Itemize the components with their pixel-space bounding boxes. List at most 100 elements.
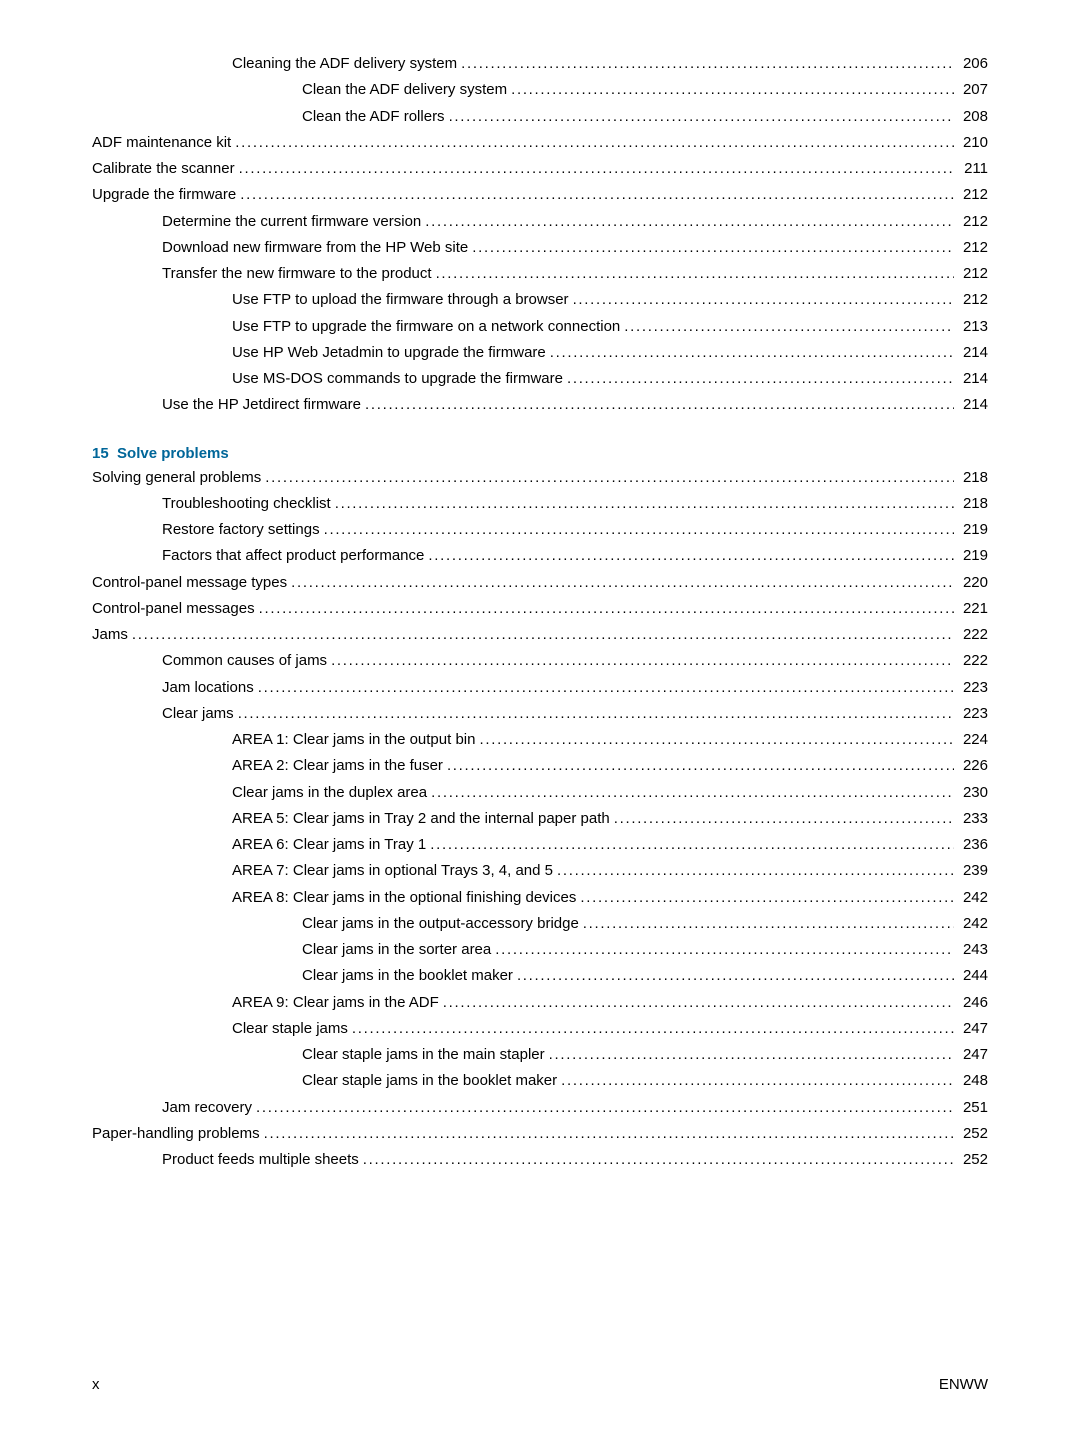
toc-entry: Clean the ADF delivery system 207 <box>92 78 988 101</box>
toc-entry-page: 247 <box>954 1017 988 1040</box>
toc-entry: Restore factory settings 219 <box>92 518 988 541</box>
toc-entry: Paper-handling problems 252 <box>92 1122 988 1145</box>
toc-entry-page: 223 <box>954 676 988 699</box>
toc-entry-label: ADF maintenance kit <box>92 131 231 154</box>
toc-entry-label: Common causes of jams <box>162 649 327 672</box>
toc-entry-label: Clear jams in the booklet maker <box>302 964 513 987</box>
toc-entry-label: AREA 7: Clear jams in optional Trays 3, … <box>232 859 553 882</box>
toc-entry: Common causes of jams 222 <box>92 649 988 672</box>
toc-entry: Use HP Web Jetadmin to upgrade the firmw… <box>92 341 988 364</box>
toc-entry: Jams 222 <box>92 623 988 646</box>
toc-leader <box>426 833 954 856</box>
toc-entry: Control-panel messages 221 <box>92 597 988 620</box>
toc-entry-label: Use FTP to upgrade the firmware on a net… <box>232 315 620 338</box>
toc-leader <box>443 754 954 777</box>
toc-leader <box>507 78 954 101</box>
toc-leader <box>327 649 954 672</box>
toc-entry-page: 233 <box>954 807 988 830</box>
toc-entry-label: AREA 1: Clear jams in the output bin <box>232 728 475 751</box>
toc-leader <box>439 991 954 1014</box>
toc-entry-label: Jams <box>92 623 128 646</box>
toc-leader <box>235 157 954 180</box>
toc-entry-page: 251 <box>954 1096 988 1119</box>
toc-leader <box>546 341 954 364</box>
toc-entry-page: 221 <box>954 597 988 620</box>
toc-entry-page: 243 <box>954 938 988 961</box>
toc-section-top: Cleaning the ADF delivery system 206Clea… <box>92 52 988 417</box>
toc-entry-label: Use FTP to upload the firmware through a… <box>232 288 569 311</box>
toc-entry: Calibrate the scanner 211 <box>92 157 988 180</box>
toc-entry-page: 239 <box>954 859 988 882</box>
toc-entry: Product feeds multiple sheets 252 <box>92 1148 988 1171</box>
toc-entry: AREA 2: Clear jams in the fuser 226 <box>92 754 988 777</box>
toc-entry-label: Clean the ADF delivery system <box>302 78 507 101</box>
toc-entry-page: 218 <box>954 492 988 515</box>
toc-entry-page: 224 <box>954 728 988 751</box>
toc-entry-page: 212 <box>954 210 988 233</box>
toc-leader <box>491 938 954 961</box>
toc-entry-page: 230 <box>954 781 988 804</box>
toc-entry: AREA 8: Clear jams in the optional finis… <box>92 886 988 909</box>
toc-leader <box>432 262 954 285</box>
toc-entry-page: 242 <box>954 886 988 909</box>
toc-leader <box>445 105 954 128</box>
toc-entry: Transfer the new firmware to the product… <box>92 262 988 285</box>
toc-entry: AREA 7: Clear jams in optional Trays 3, … <box>92 859 988 882</box>
toc-entry: Clear jams 223 <box>92 702 988 725</box>
toc-leader <box>427 781 954 804</box>
toc-entry: Troubleshooting checklist 218 <box>92 492 988 515</box>
toc-entry: Jam locations 223 <box>92 676 988 699</box>
toc-entry-label: Determine the current firmware version <box>162 210 421 233</box>
toc-entry: Use the HP Jetdirect firmware 214 <box>92 393 988 416</box>
toc-leader <box>579 912 954 935</box>
toc-entry: Use FTP to upgrade the firmware on a net… <box>92 315 988 338</box>
toc-entry-label: Jam locations <box>162 676 254 699</box>
toc-section-bottom: Solving general problems 218Troubleshoot… <box>92 466 988 1172</box>
chapter-heading: 15 Solve problems <box>92 445 988 462</box>
toc-entry-page: 220 <box>954 571 988 594</box>
toc-entry: Solving general problems 218 <box>92 466 988 489</box>
toc-entry-label: Jam recovery <box>162 1096 252 1119</box>
toc-leader <box>331 492 954 515</box>
toc-entry: Use MS-DOS commands to upgrade the firmw… <box>92 367 988 390</box>
toc-entry-page: 246 <box>954 991 988 1014</box>
toc-entry: Factors that affect product performance … <box>92 544 988 567</box>
toc-entry: Jam recovery 251 <box>92 1096 988 1119</box>
toc-leader <box>545 1043 954 1066</box>
toc-leader <box>457 52 954 75</box>
toc-entry-page: 208 <box>954 105 988 128</box>
toc-entry-page: 214 <box>954 341 988 364</box>
toc-entry-page: 219 <box>954 544 988 567</box>
toc-leader <box>359 1148 954 1171</box>
toc-entry-label: Product feeds multiple sheets <box>162 1148 359 1171</box>
toc-leader <box>424 544 954 567</box>
toc-leader <box>254 676 954 699</box>
toc-leader <box>563 367 954 390</box>
toc-entry-label: Control-panel message types <box>92 571 287 594</box>
toc-entry: Upgrade the firmware 212 <box>92 183 988 206</box>
toc-entry: Clean the ADF rollers 208 <box>92 105 988 128</box>
toc-leader <box>576 886 954 909</box>
toc-entry: Clear jams in the output-accessory bridg… <box>92 912 988 935</box>
toc-entry-label: Control-panel messages <box>92 597 255 620</box>
toc-entry: AREA 5: Clear jams in Tray 2 and the int… <box>92 807 988 830</box>
toc-leader <box>287 571 954 594</box>
toc-entry-page: 248 <box>954 1069 988 1092</box>
toc-entry-label: Solving general problems <box>92 466 261 489</box>
toc-entry: AREA 1: Clear jams in the output bin 224 <box>92 728 988 751</box>
page-footer: x ENWW <box>92 1376 988 1393</box>
toc-leader <box>475 728 954 751</box>
toc-entry-label: AREA 8: Clear jams in the optional finis… <box>232 886 576 909</box>
toc-leader <box>513 964 954 987</box>
toc-leader <box>348 1017 954 1040</box>
toc-leader <box>236 183 954 206</box>
toc-entry-label: Calibrate the scanner <box>92 157 235 180</box>
footer-right-text: ENWW <box>939 1376 988 1393</box>
toc-entry-page: 212 <box>954 183 988 206</box>
toc-leader <box>610 807 954 830</box>
toc-entry-label: Cleaning the ADF delivery system <box>232 52 457 75</box>
toc-entry-label: Download new firmware from the HP Web si… <box>162 236 468 259</box>
toc-entry-page: 247 <box>954 1043 988 1066</box>
toc-entry-page: 242 <box>954 912 988 935</box>
toc-leader <box>255 597 954 620</box>
